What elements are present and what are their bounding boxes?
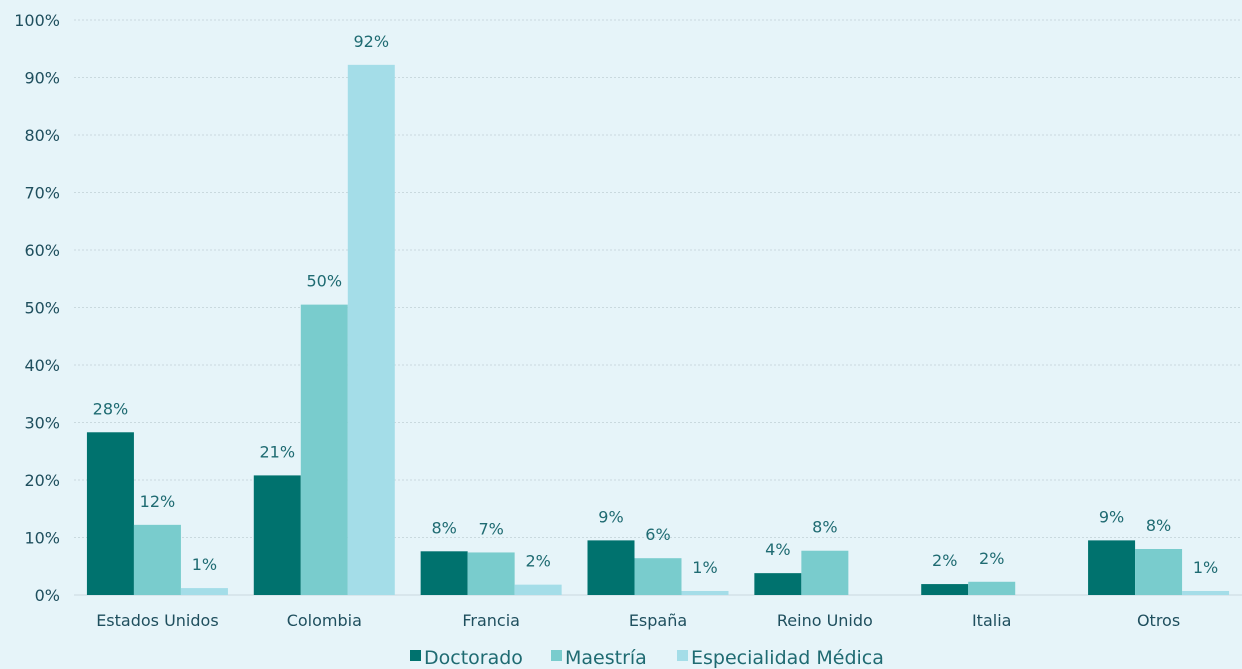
y-tick-label: 70% bbox=[24, 184, 60, 203]
bar bbox=[347, 64, 395, 596]
legend-label: Especialidad Médica bbox=[691, 647, 884, 669]
legend: Doctorado Maestría Especialidad Médica bbox=[410, 647, 884, 669]
x-tick-label: Reino Unido bbox=[777, 611, 873, 630]
data-label: 2% bbox=[979, 549, 1004, 568]
data-label: 92% bbox=[354, 32, 390, 51]
y-tick-label: 50% bbox=[24, 299, 60, 318]
data-label: 6% bbox=[645, 525, 670, 544]
x-tick-label: Colombia bbox=[287, 611, 362, 630]
x-tick-label: Italia bbox=[972, 611, 1012, 630]
y-tick-label: 0% bbox=[35, 586, 60, 605]
y-tick-label: 90% bbox=[24, 69, 60, 88]
data-label: 1% bbox=[192, 555, 217, 574]
bar bbox=[634, 558, 682, 595]
y-tick-label: 100% bbox=[14, 11, 60, 30]
x-tick-label: España bbox=[629, 611, 687, 630]
data-label: 9% bbox=[1099, 507, 1124, 526]
data-label: 50% bbox=[307, 272, 343, 291]
bar bbox=[253, 475, 301, 595]
data-label: 21% bbox=[260, 442, 296, 461]
bar bbox=[420, 551, 468, 595]
bars bbox=[86, 64, 1230, 596]
data-label: 28% bbox=[93, 399, 129, 418]
bar bbox=[1088, 540, 1136, 595]
data-labels: 28% 12% 1% 21% 50% 92% 8% 7% 2% 9% 6% 1% 4% 8% 2% 2% 9% 8… bbox=[93, 32, 1219, 577]
data-label: 12% bbox=[140, 492, 176, 511]
bar bbox=[587, 540, 635, 595]
y-tick-label: 40% bbox=[24, 356, 60, 375]
bar bbox=[921, 584, 969, 595]
bar bbox=[514, 584, 562, 595]
legend-swatch bbox=[551, 650, 562, 661]
legend-swatch bbox=[410, 650, 421, 661]
x-tick-label: Estados Unidos bbox=[96, 611, 218, 630]
legend-swatch bbox=[677, 650, 688, 661]
data-label: 1% bbox=[1193, 558, 1218, 577]
bar bbox=[968, 581, 1016, 595]
y-tick-label: 30% bbox=[24, 414, 60, 433]
gridlines bbox=[74, 19, 1242, 596]
data-label: 4% bbox=[765, 540, 790, 559]
bar bbox=[133, 524, 181, 595]
y-axis: 0% 10% 20% 30% 40% 50% 60% 70% 80% 90% 100% bbox=[14, 11, 60, 605]
x-axis: Estados Unidos Colombia Francia España Reino… bbox=[96, 611, 1180, 630]
data-label: 7% bbox=[478, 519, 503, 538]
bar bbox=[300, 304, 348, 595]
data-label: 1% bbox=[692, 558, 717, 577]
y-tick-label: 80% bbox=[24, 126, 60, 145]
data-label: 8% bbox=[1146, 516, 1171, 535]
x-tick-label: Otros bbox=[1137, 611, 1180, 630]
data-label: 8% bbox=[812, 518, 837, 537]
data-label: 8% bbox=[431, 518, 456, 537]
data-label: 2% bbox=[932, 551, 957, 570]
bar bbox=[467, 552, 515, 595]
y-tick-label: 20% bbox=[24, 471, 60, 490]
data-label: 9% bbox=[598, 507, 623, 526]
bar bbox=[180, 588, 228, 595]
x-tick-label: Francia bbox=[462, 611, 520, 630]
bar bbox=[86, 432, 134, 595]
bar bbox=[801, 550, 849, 595]
bar bbox=[754, 573, 802, 595]
data-label: 2% bbox=[525, 552, 550, 571]
bar bbox=[681, 590, 729, 595]
y-tick-label: 60% bbox=[24, 241, 60, 260]
bar bbox=[1182, 590, 1230, 595]
legend-label: Maestría bbox=[565, 647, 647, 669]
legend-label: Doctorado bbox=[424, 647, 523, 669]
bar bbox=[1135, 549, 1183, 595]
y-tick-label: 10% bbox=[24, 529, 60, 548]
